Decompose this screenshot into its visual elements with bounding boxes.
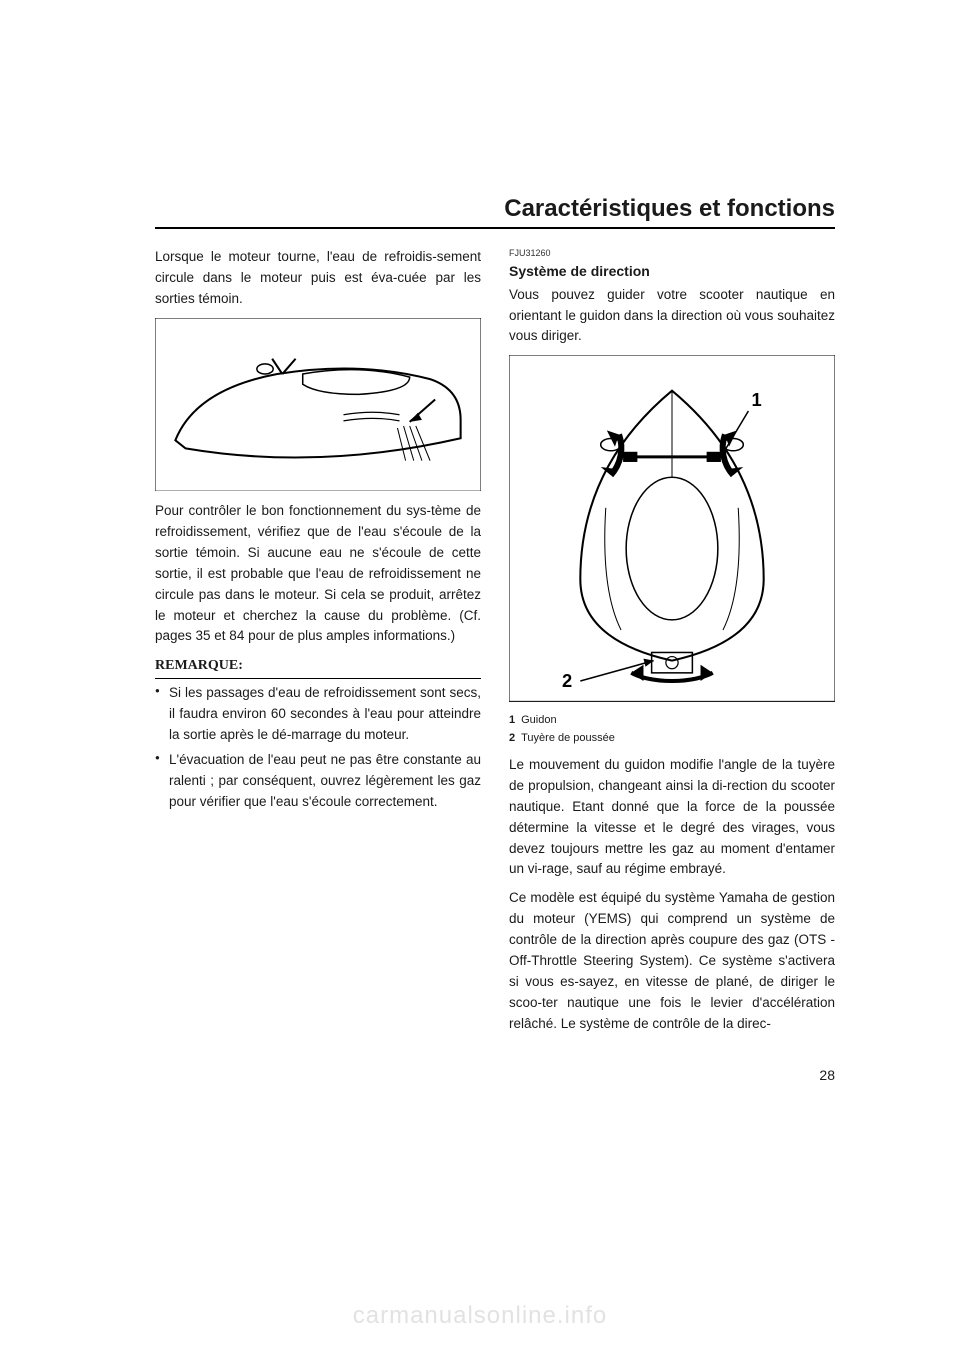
figure-cooling-water-outlet [155,318,481,491]
callout-2-label: 2 [562,671,572,692]
two-column-layout: Lorsque le moteur tourne, l'eau de refro… [155,247,835,1043]
remarque-bullet-list: Si les passages d'eau de refroidissement… [155,683,481,813]
figure-steering-system: 1 2 [509,355,835,701]
right-intro-paragraph: Vous pouvez guider votre scooter nautiqu… [509,285,835,348]
manual-page: Caractéristiques et fonctions Lorsque le… [155,195,835,1043]
callout-1-label: 1 [751,389,761,410]
right-body-paragraph-2: Ce modèle est équipé du système Yamaha d… [509,888,835,1034]
bullet-item: Si les passages d'eau de refroidissement… [155,683,481,746]
left-intro-paragraph: Lorsque le moteur tourne, l'eau de refro… [155,247,481,310]
right-column: FJU31260 Système de direction Vous pouve… [509,247,835,1043]
right-body-paragraph-1: Le mouvement du guidon modifie l'angle d… [509,755,835,881]
legend-number: 2 [509,732,515,744]
section-subheading: Système de direction [509,261,835,283]
page-title: Caractéristiques et fonctions [155,195,835,229]
legend-label: Tuyère de poussée [521,732,615,744]
legend-label: Guidon [521,714,556,726]
remarque-heading: REMARQUE: [155,655,481,679]
figure-legend: 1 Guidon 2 Tuyère de poussée [509,712,835,747]
watermark-text: carmanualsonline.info [0,1302,960,1330]
page-number: 28 [819,1067,835,1083]
bullet-item: L'évacuation de l'eau peut ne pas être c… [155,750,481,813]
legend-row: 1 Guidon [509,712,835,729]
legend-row: 2 Tuyère de poussée [509,730,835,747]
reference-code: FJU31260 [509,247,835,261]
legend-number: 1 [509,714,515,726]
left-column: Lorsque le moteur tourne, l'eau de refro… [155,247,481,1043]
left-after-figure-paragraph: Pour contrôler le bon fonctionnement du … [155,501,481,647]
